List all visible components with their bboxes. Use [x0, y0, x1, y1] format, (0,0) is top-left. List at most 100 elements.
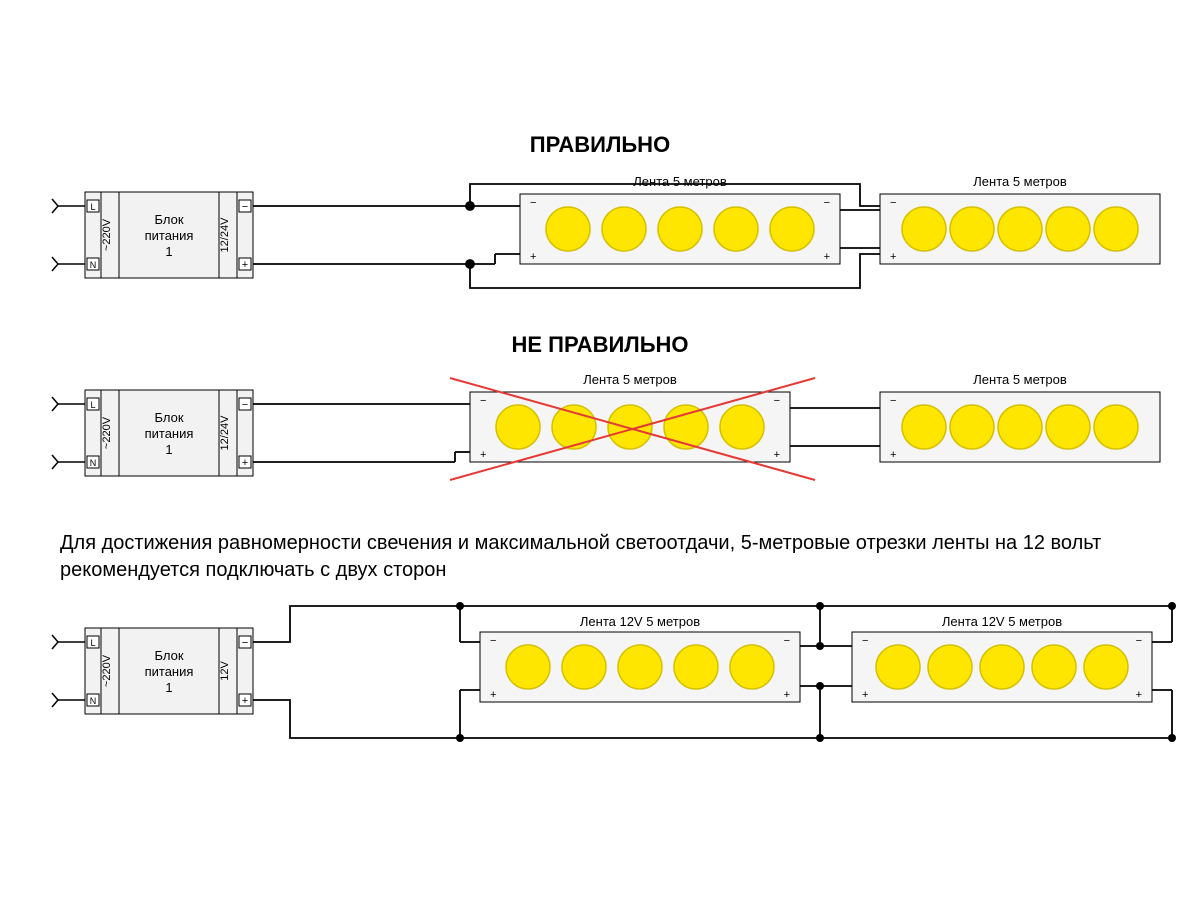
polarity-minus-r: −: [824, 197, 830, 209]
led: [1084, 645, 1128, 689]
led: [714, 207, 758, 251]
heading-correct: ПРАВИЛЬНО: [0, 132, 1200, 158]
polarity-minus-r: −: [784, 635, 790, 647]
terminal-plus: +: [242, 695, 248, 707]
led: [1094, 405, 1138, 449]
polarity-plus-r: +: [774, 449, 780, 461]
chain-link: [790, 408, 880, 446]
polarity-plus: +: [890, 449, 896, 461]
psu-label-1: Блок: [154, 648, 183, 663]
psu-input-label: ~220V: [101, 654, 113, 687]
led: [1046, 207, 1090, 251]
led: [602, 207, 646, 251]
psu-output-label: 12/24V: [219, 415, 231, 451]
led: [980, 645, 1024, 689]
psu-label-3: 1: [165, 244, 172, 259]
polarity-minus-r: −: [1136, 635, 1142, 647]
led: [608, 405, 652, 449]
terminal-L: L: [90, 638, 95, 648]
led: [658, 207, 702, 251]
polarity-plus: +: [480, 449, 486, 461]
strip-title: Лента 5 метров: [973, 174, 1067, 189]
led: [928, 645, 972, 689]
polarity-minus: −: [890, 197, 896, 209]
led: [730, 645, 774, 689]
strip-title: Лента 5 метров: [633, 174, 727, 189]
led-strip-1: Лента 5 метров − + − +: [520, 174, 840, 264]
led: [1046, 405, 1090, 449]
polarity-minus: −: [530, 197, 536, 209]
terminal-plus: +: [242, 259, 248, 271]
terminal-minus: −: [242, 637, 248, 649]
led-strip-1: Лента 5 метров − + − +: [470, 372, 790, 462]
terminal-L: L: [90, 400, 95, 410]
terminal-N: N: [90, 458, 97, 468]
description-paragraph: Для достижения равномерности свечения и …: [60, 530, 1140, 584]
page: ПРАВИЛЬНО L N ~220V Блок питания 1 12/24…: [0, 0, 1200, 900]
polarity-minus: −: [862, 635, 868, 647]
diagram-both-ends: L N ~220V Блок питания 1 12V − +: [0, 592, 1200, 772]
led: [950, 207, 994, 251]
polarity-plus: +: [530, 251, 536, 263]
led-strip-2: Лента 5 метров − +: [880, 174, 1160, 264]
psu-input-label: ~220V: [101, 416, 113, 449]
strip-title: Лента 12V 5 метров: [580, 614, 700, 629]
led: [720, 405, 764, 449]
polarity-plus-r: +: [824, 251, 830, 263]
terminal-plus: +: [242, 457, 248, 469]
led: [552, 405, 596, 449]
led: [998, 405, 1042, 449]
psu-block: L N ~220V Блок питания 1 12/24V − +: [52, 390, 253, 476]
led: [496, 405, 540, 449]
diagram-incorrect: L N ~220V Блок питания 1 12/24V − +: [0, 368, 1200, 518]
led: [950, 405, 994, 449]
led: [876, 645, 920, 689]
led: [546, 207, 590, 251]
led: [902, 207, 946, 251]
psu-label-2: питания: [145, 664, 194, 679]
psu-input-label: ~220V: [101, 218, 113, 251]
psu-label-1: Блок: [154, 212, 183, 227]
polarity-plus-r: +: [1136, 689, 1142, 701]
terminal-N: N: [90, 696, 97, 706]
psu-label-3: 1: [165, 442, 172, 457]
polarity-minus: −: [890, 395, 896, 407]
led-strip-2: Лента 12V 5 метров − + − +: [852, 614, 1152, 702]
psu-block: L N ~220V Блок питания 1 12V − +: [52, 628, 253, 714]
wires-incorrect: [253, 404, 470, 462]
led: [664, 405, 708, 449]
polarity-minus: −: [490, 635, 496, 647]
psu-block: L N ~220V Блок питания 1 12/24V − +: [52, 192, 253, 278]
led: [902, 405, 946, 449]
polarity-minus: −: [480, 395, 486, 407]
led: [506, 645, 550, 689]
strip-title: Лента 5 метров: [583, 372, 677, 387]
led: [770, 207, 814, 251]
strip-title: Лента 12V 5 метров: [942, 614, 1062, 629]
psu-label-2: питания: [145, 228, 194, 243]
psu-label-3: 1: [165, 680, 172, 695]
diagram-correct: L N ~220V Блок питания 1 12/24V − +: [0, 170, 1200, 310]
polarity-plus: +: [890, 251, 896, 263]
heading-incorrect: НЕ ПРАВИЛЬНО: [0, 332, 1200, 358]
psu-output-label: 12/24V: [219, 217, 231, 253]
strip-title: Лента 5 метров: [973, 372, 1067, 387]
terminal-minus: −: [242, 201, 248, 213]
led: [1094, 207, 1138, 251]
polarity-plus-r: +: [784, 689, 790, 701]
led: [998, 207, 1042, 251]
led: [562, 645, 606, 689]
polarity-minus-r: −: [774, 395, 780, 407]
polarity-plus: +: [862, 689, 868, 701]
terminal-L: L: [90, 202, 95, 212]
terminal-minus: −: [242, 399, 248, 411]
led: [618, 645, 662, 689]
led-strip-2: Лента 5 метров − +: [880, 372, 1160, 462]
psu-label-2: питания: [145, 426, 194, 441]
terminal-N: N: [90, 260, 97, 270]
led: [674, 645, 718, 689]
led: [1032, 645, 1076, 689]
psu-label-1: Блок: [154, 410, 183, 425]
polarity-plus: +: [490, 689, 496, 701]
psu-output-label: 12V: [219, 661, 231, 681]
